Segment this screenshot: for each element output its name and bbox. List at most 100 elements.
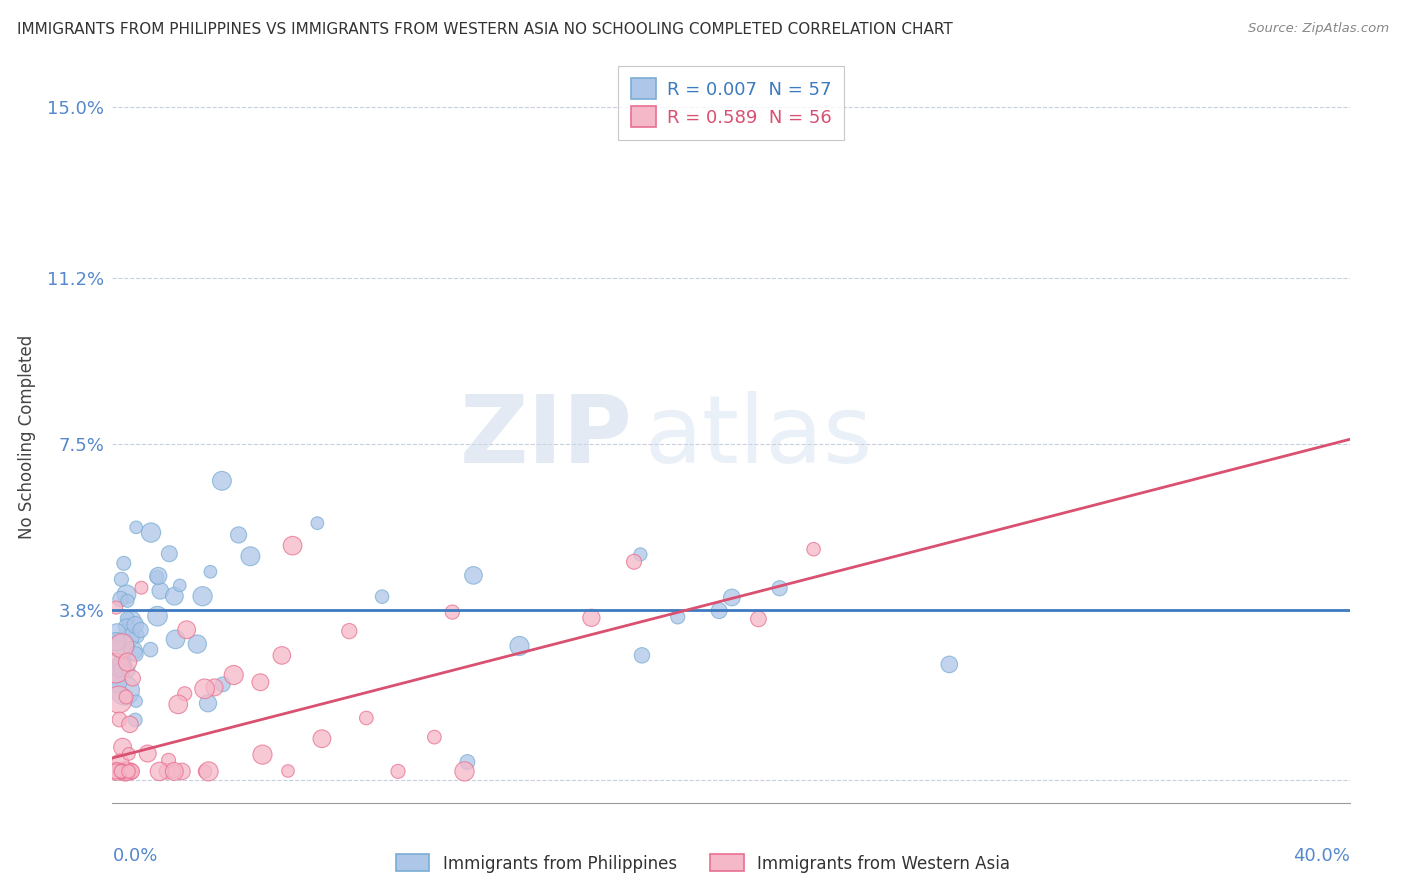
Point	[222, 668, 245, 682]
Point	[104, 661, 127, 675]
Point	[249, 675, 271, 690]
Point	[707, 604, 730, 618]
Point	[108, 756, 131, 770]
Point	[104, 764, 127, 779]
Point	[107, 661, 129, 675]
Point	[239, 549, 262, 564]
Point	[277, 764, 299, 778]
Point	[120, 614, 142, 628]
Point	[456, 755, 478, 769]
Point	[581, 611, 603, 625]
Point	[311, 731, 333, 746]
Point	[356, 711, 378, 725]
Point	[631, 648, 654, 663]
Point	[108, 713, 131, 727]
Point	[108, 663, 131, 677]
Point	[508, 639, 530, 653]
Point	[387, 764, 409, 779]
Point	[170, 764, 193, 779]
Point	[157, 753, 180, 767]
Point	[197, 764, 219, 779]
Point	[163, 764, 186, 779]
Point	[423, 730, 446, 744]
Point	[110, 572, 132, 586]
Point	[110, 764, 132, 779]
Point	[163, 764, 186, 779]
Point	[114, 764, 136, 779]
Point	[139, 525, 162, 540]
Point	[803, 542, 825, 557]
Point	[146, 570, 169, 584]
Point	[120, 764, 142, 779]
Point	[149, 583, 172, 598]
Text: atlas: atlas	[644, 391, 873, 483]
Text: 40.0%: 40.0%	[1294, 847, 1350, 864]
Point	[125, 694, 148, 708]
Point	[114, 657, 136, 672]
Point	[105, 634, 128, 648]
Point	[105, 764, 128, 779]
Point	[938, 657, 960, 672]
Legend: Immigrants from Philippines, Immigrants from Western Asia: Immigrants from Philippines, Immigrants …	[389, 847, 1017, 880]
Point	[111, 639, 134, 653]
Point	[630, 548, 652, 562]
Point	[117, 594, 139, 608]
Text: ZIP: ZIP	[460, 391, 633, 483]
Point	[114, 683, 136, 698]
Point	[623, 555, 645, 569]
Point	[453, 764, 475, 779]
Point	[211, 677, 233, 691]
Point	[173, 687, 195, 701]
Point	[228, 528, 250, 542]
Y-axis label: No Schooling Completed: No Schooling Completed	[18, 335, 37, 539]
Point	[111, 657, 134, 671]
Point	[110, 764, 132, 779]
Point	[163, 589, 186, 603]
Point	[197, 696, 219, 710]
Point	[281, 539, 304, 553]
Point	[121, 764, 143, 779]
Text: Source: ZipAtlas.com: Source: ZipAtlas.com	[1249, 22, 1389, 36]
Point	[666, 610, 689, 624]
Point	[115, 764, 138, 779]
Point	[110, 592, 132, 607]
Point	[139, 642, 162, 657]
Point	[176, 623, 198, 637]
Point	[146, 609, 169, 624]
Point	[186, 637, 208, 651]
Point	[371, 590, 394, 604]
Point	[252, 747, 274, 762]
Point	[121, 671, 143, 685]
Point	[167, 698, 190, 712]
Point	[105, 676, 128, 690]
Point	[114, 764, 136, 779]
Point	[117, 764, 139, 779]
Point	[105, 625, 128, 640]
Point	[115, 690, 138, 704]
Point	[129, 623, 152, 637]
Point	[337, 624, 360, 639]
Point	[169, 578, 191, 592]
Point	[148, 569, 170, 583]
Point	[148, 764, 170, 779]
Point	[194, 681, 217, 696]
Text: 0.0%: 0.0%	[112, 847, 157, 864]
Point	[136, 747, 159, 761]
Point	[125, 647, 148, 661]
Point	[747, 612, 769, 626]
Point	[117, 655, 139, 669]
Point	[122, 644, 145, 658]
Point	[115, 611, 138, 625]
Point	[191, 589, 214, 603]
Point	[307, 516, 329, 531]
Point	[124, 618, 146, 632]
Point	[721, 591, 744, 605]
Point	[120, 764, 142, 779]
Point	[115, 620, 138, 634]
Point	[111, 639, 134, 653]
Point	[204, 681, 226, 695]
Point	[125, 629, 148, 643]
Point	[156, 764, 179, 779]
Point	[194, 764, 217, 779]
Point	[118, 717, 141, 731]
